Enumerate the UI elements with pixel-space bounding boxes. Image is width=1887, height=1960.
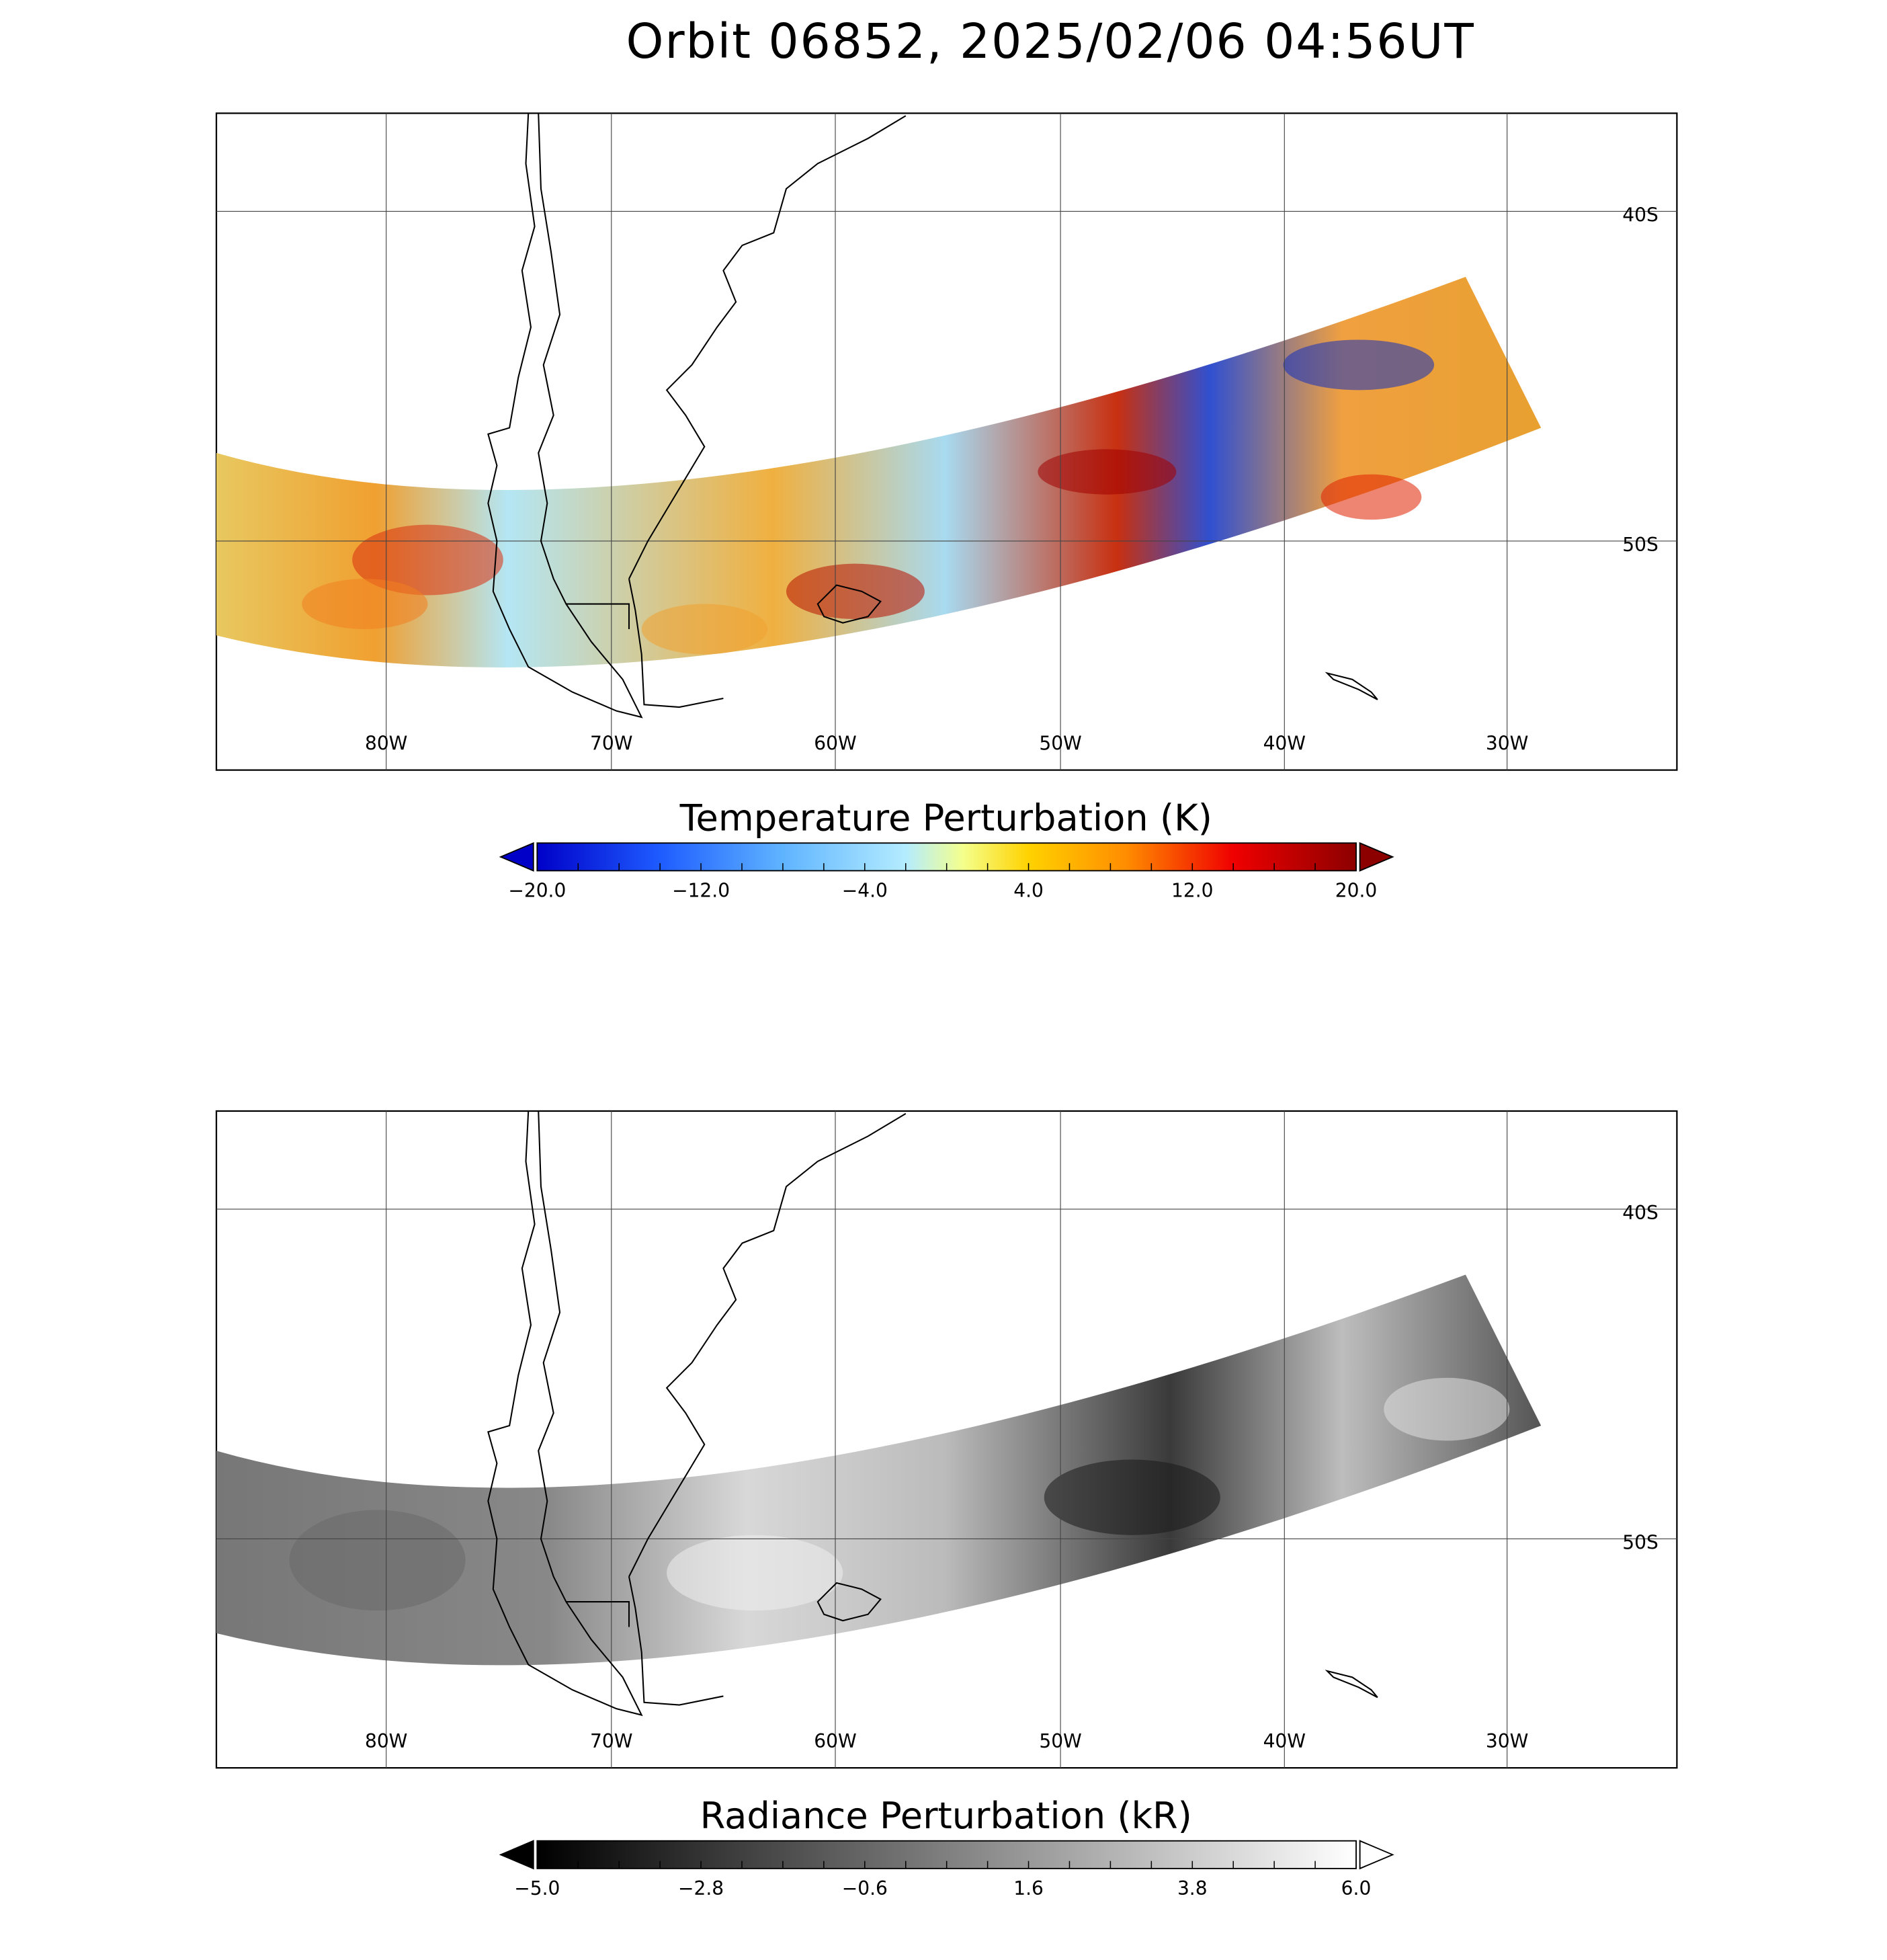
swath-feature [1320, 474, 1422, 520]
colorbar-tick-label: 3.8 [1177, 1877, 1208, 1900]
colorbar-tick-label: 1.6 [1013, 1877, 1044, 1900]
colorbar-title: Radiance Perturbation (kR) [700, 1795, 1192, 1837]
lon-label: 60W [814, 733, 856, 755]
colorbar-title: Temperature Perturbation (K) [679, 797, 1212, 840]
lon-label: 40W [1263, 733, 1306, 755]
swath-feature [1283, 339, 1435, 391]
swath-feature [352, 524, 503, 596]
colorbar-tick-label: −12.0 [672, 880, 730, 902]
swath-feature [289, 1510, 466, 1611]
lon-label: 30W [1486, 733, 1528, 755]
lon-label: 60W [814, 1730, 856, 1752]
title: Orbit 06852, 2025/02/06 04:56UT [626, 13, 1475, 69]
lat-label: 40S [1622, 1202, 1659, 1224]
lon-label: 70W [590, 733, 632, 755]
lon-label: 80W [365, 1730, 407, 1752]
colorbar-arrow-max [1359, 1840, 1394, 1870]
colorbar-tick-label: 6.0 [1341, 1877, 1372, 1900]
lon-label: 80W [365, 733, 407, 755]
colorbar-tick-label: 4.0 [1013, 880, 1044, 902]
swath-feature [641, 604, 767, 655]
lon-label: 50W [1039, 733, 1081, 755]
swath-feature [302, 579, 428, 629]
swath-feature [786, 563, 925, 620]
coastline [487, 113, 1378, 719]
colorbar-tick-label: 20.0 [1335, 880, 1377, 902]
swath-feature [1044, 1459, 1220, 1535]
swath-feature [1038, 449, 1177, 495]
colorbar-arrow-min [499, 1840, 534, 1870]
map-panel: 80W 70W 60W 50W 40W 30W 40S 50S Temperature Pert… [215, 112, 1678, 902]
lat-label: 50S [1622, 534, 1659, 556]
colorbar-tick-label: −2.8 [678, 1877, 724, 1900]
lat-label: 40S [1622, 204, 1659, 226]
colorbar-tick-label: −0.6 [842, 1877, 888, 1900]
swath-feature [1384, 1377, 1510, 1441]
lon-label: 40W [1263, 1730, 1306, 1752]
colorbar-tick-label: −4.0 [842, 880, 888, 902]
lat-label: 50S [1622, 1531, 1659, 1553]
swath [216, 276, 1542, 667]
colorbar-tick-label: −20.0 [508, 880, 566, 902]
map-panel: 80W 70W 60W 50W 40W 30W 40S 50S Radiance Perturb… [215, 1110, 1678, 1900]
lon-label: 30W [1486, 1730, 1528, 1752]
swath-feature [667, 1535, 843, 1611]
colorbar-tick-label: 12.0 [1171, 880, 1213, 902]
colorbar-tick-label: −5.0 [514, 1877, 560, 1900]
colorbar-arrow-min [499, 842, 534, 872]
lon-label: 70W [590, 1730, 632, 1752]
coastline [487, 1110, 1378, 1717]
swath [216, 1274, 1542, 1666]
colorbar-arrow-max [1359, 842, 1394, 872]
lon-label: 50W [1039, 1730, 1081, 1752]
